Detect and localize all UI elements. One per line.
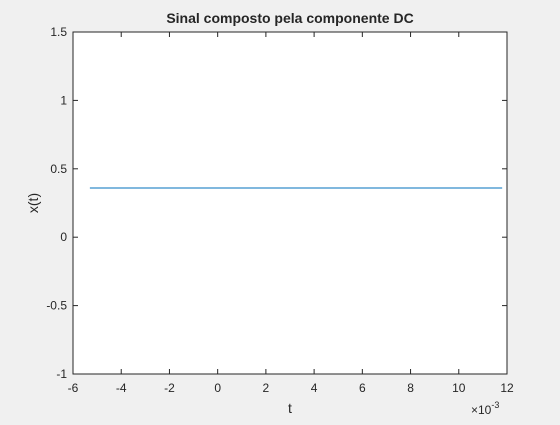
x-tick-label: 8	[407, 381, 414, 395]
x-axis-label: t	[288, 400, 292, 416]
y-tick-label: 1.5	[50, 25, 67, 39]
x-exponent-power: -3	[491, 400, 499, 410]
x-tick-label: -4	[116, 381, 127, 395]
y-tick-label: -1	[56, 367, 67, 381]
y-tick-label: 0.5	[50, 162, 67, 176]
x-tick-label: 0	[214, 381, 221, 395]
x-tick-label: -6	[68, 381, 79, 395]
x-tick-label: 4	[311, 381, 318, 395]
x-tick-label: -2	[164, 381, 175, 395]
x-exponent-label: ×10-3	[471, 400, 499, 417]
x-tick-label: 12	[500, 381, 514, 395]
y-axis-label: x(t)	[25, 193, 41, 213]
plot-area	[72, 31, 508, 375]
x-tick-label: 10	[452, 381, 466, 395]
x-tick-label: 2	[263, 381, 270, 395]
y-tick-label: 0	[60, 230, 67, 244]
x-tick-label: 6	[359, 381, 366, 395]
y-tick-label: -0.5	[46, 299, 67, 313]
axis-ticks: -6 -4 -2 0 2 4 6 8 10 12 -1 -0.5 0 0.5 1 1.5	[46, 25, 514, 395]
y-tick-label: 1	[60, 93, 67, 107]
chart-title: Sinal composto pela componente DC	[166, 10, 413, 26]
x-exponent-base: ×10	[471, 403, 492, 417]
